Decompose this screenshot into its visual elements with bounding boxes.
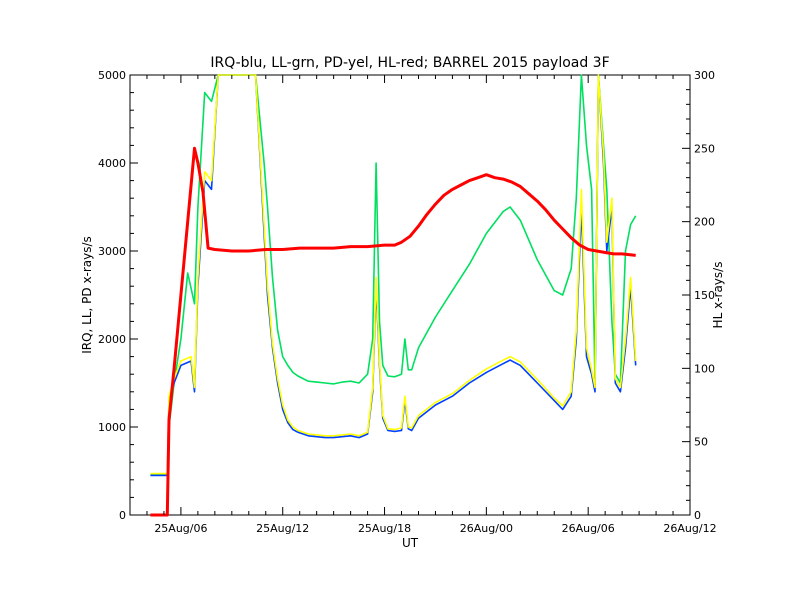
right-y-tick-label: 100 xyxy=(694,362,715,375)
right-y-axis-label: HL x-rays/s xyxy=(711,262,725,329)
x-axis-label: UT xyxy=(402,536,419,550)
series-line-irq xyxy=(150,74,637,477)
right-y-tick-label: 0 xyxy=(694,509,701,522)
left-y-tick-label: 5000 xyxy=(98,69,126,82)
x-tick-label: 25Aug/18 xyxy=(358,522,411,535)
chart-title: IRQ-blu, LL-grn, PD-yel, HL-red; BARREL … xyxy=(210,55,609,71)
series-line-ll xyxy=(150,74,637,476)
left-y-tick-label: 0 xyxy=(119,509,126,522)
series-layer xyxy=(150,74,637,517)
right-y-tick-label: 50 xyxy=(694,436,708,449)
x-tick-label: 26Aug/00 xyxy=(460,522,513,535)
right-y-tick-label: 150 xyxy=(694,289,715,302)
x-tick-label: 25Aug/06 xyxy=(154,522,207,535)
x-tick-label: 26Aug/06 xyxy=(562,522,615,535)
left-y-tick-label: 3000 xyxy=(98,245,126,258)
axis-layer: 25Aug/06 25Aug/12 25Aug/18 26Aug/00 26Aug/06… xyxy=(98,69,717,535)
left-y-tick-label: 4000 xyxy=(98,157,126,170)
right-y-tick-label: 250 xyxy=(694,142,715,155)
right-y-tick-label: 300 xyxy=(694,69,715,82)
x-tick-label: 25Aug/12 xyxy=(256,522,309,535)
series-line-hl xyxy=(150,146,636,517)
series-line-pd xyxy=(150,74,637,475)
left-y-tick-label: 1000 xyxy=(98,421,126,434)
right-y-tick-label: 200 xyxy=(694,216,715,229)
x-tick-label: 26Aug/12 xyxy=(663,522,716,535)
left-y-axis-label: IRQ, LL, PD x-rays/s xyxy=(80,236,94,354)
left-y-tick-label: 2000 xyxy=(98,333,126,346)
